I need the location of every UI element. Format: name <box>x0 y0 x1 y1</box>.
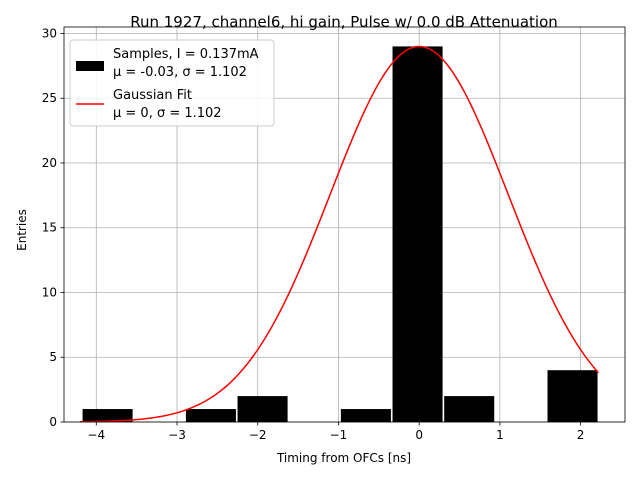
x-tick-label: −2 <box>249 428 267 442</box>
histogram-bar <box>237 396 288 422</box>
legend-box <box>69 39 275 127</box>
histogram-bar <box>547 370 598 422</box>
y-axis-label: Entries <box>15 209 29 251</box>
x-tick-label: −3 <box>168 428 186 442</box>
y-tick-label: 30 <box>42 26 57 40</box>
histogram-bar <box>340 409 391 422</box>
chart-title: Run 1927, channel6, hi gain, Pulse w/ 0.… <box>130 13 558 31</box>
plot-frame <box>63 26 626 423</box>
y-tick-label: 5 <box>49 350 57 364</box>
legend-swatch-samples <box>76 61 104 71</box>
y-tick-label: 10 <box>42 285 57 299</box>
x-tick-label: 2 <box>577 428 585 442</box>
x-tick-label: 1 <box>496 428 504 442</box>
y-tick-label: 15 <box>42 221 57 235</box>
y-tick-label: 0 <box>49 415 57 429</box>
y-tick-label: 20 <box>42 156 57 170</box>
histogram-bars <box>82 46 598 422</box>
gaussian-fit-line <box>80 45 599 423</box>
legend-samples-label: Samples, I = 0.137mA <box>113 47 259 62</box>
histogram-bar <box>392 46 443 422</box>
x-tick-label: 0 <box>415 428 423 442</box>
x-tick-label: −4 <box>87 428 105 442</box>
y-tick-label: 25 <box>42 91 57 105</box>
histogram-bar <box>82 409 133 422</box>
x-tick-label: −1 <box>330 428 348 442</box>
legend-fit-stats: μ = 0, σ = 1.102 <box>113 106 222 121</box>
histogram-bar <box>444 396 495 422</box>
x-axis-label: Timing from OFCs [ns] <box>276 451 411 465</box>
legend-fit-label: Gaussian Fit <box>113 88 192 103</box>
legend: Samples, I = 0.137mA μ = -0.03, σ = 1.10… <box>69 39 275 127</box>
legend-samples-stats: μ = -0.03, σ = 1.102 <box>113 65 247 80</box>
histogram-bar <box>185 409 236 422</box>
